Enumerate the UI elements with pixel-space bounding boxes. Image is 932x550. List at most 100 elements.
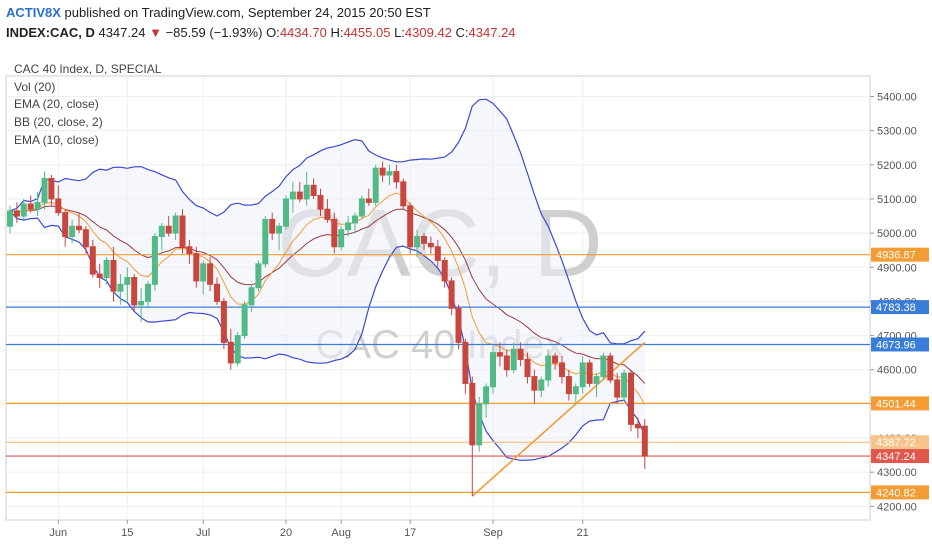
ohlc-low: L:4309.42: [394, 25, 452, 40]
candle-body: [41, 177, 48, 203]
ohlc-close: C:4347.24: [456, 25, 516, 40]
down-arrow-icon: ▼: [149, 25, 162, 40]
price-tags: 4936.87 4783.38 4673.96 4501.44 4387.72 4347.…: [871, 247, 929, 500]
candle-body: [13, 210, 20, 217]
candle-body: [393, 171, 400, 183]
ohlc-key: O:: [266, 25, 280, 40]
author-link[interactable]: ACTIV8X: [6, 5, 61, 20]
candle-body: [117, 283, 124, 292]
ohlc-key: C:: [455, 25, 469, 40]
trend-lines: [471, 341, 646, 497]
candle-body: [82, 229, 89, 248]
candle-body: [365, 198, 372, 203]
candle-body: [552, 355, 559, 364]
price-chart[interactable]: CAC, D CAC 40 Index CAC 40 Index, D, SPE…: [0, 46, 932, 550]
quote-line: INDEX:CAC, D 4347.24 ▼ −85.59 (−1.93%) O…: [6, 25, 516, 40]
price-tag: [871, 449, 929, 464]
candle-body: [614, 379, 621, 398]
candle-body: [69, 225, 76, 238]
bb-fill: [10, 99, 645, 461]
price-tag: [871, 247, 929, 262]
indicator-lines: [9, 98, 646, 461]
candle-body: [545, 355, 552, 381]
candle-body: [434, 246, 441, 261]
bb-lower-line: [9, 210, 646, 461]
candle-body: [621, 372, 628, 398]
price-tag: [871, 337, 929, 352]
x-tick-label: Jun: [49, 527, 67, 539]
candle-body: [517, 348, 524, 360]
candle-body: [179, 215, 186, 248]
price-tag-label: 4347.24: [876, 451, 916, 463]
candle-body: [89, 246, 96, 275]
price-tag-label: 4673.96: [876, 339, 916, 351]
candle-body: [427, 242, 434, 248]
chart-header: ACTIV8X published on TradingView.com, Se…: [0, 0, 932, 46]
y-tick-label: 4900.00: [877, 262, 917, 274]
candle-body: [462, 341, 469, 384]
candle-body: [324, 208, 331, 220]
candle-body: [455, 307, 462, 343]
y-tick-label: 4200.00: [877, 501, 917, 513]
price-change: −85.59 (−1.93%): [165, 25, 263, 40]
legend-indicator: BB (20, close, 2): [14, 115, 103, 129]
y-tick-label: 5000.00: [877, 228, 917, 240]
candle-body: [158, 225, 165, 238]
candle-body: [400, 181, 407, 207]
candle-body: [483, 386, 490, 405]
candle-body: [276, 225, 283, 234]
candle-body: [352, 215, 358, 224]
symbol-label: INDEX:CAC, D: [6, 25, 95, 40]
candle-body: [372, 167, 379, 203]
candle-body: [345, 222, 352, 231]
candle-body: [110, 259, 117, 292]
ohlc-value: 4455.05: [343, 25, 391, 40]
y-tick-label: 5100.00: [877, 194, 917, 206]
candle-body: [600, 355, 607, 378]
candle-body: [441, 259, 448, 282]
time-axis[interactable]: Jun 15 Jul 20 Aug 17 Sep 21: [49, 520, 589, 539]
y-tick-label: 5400.00: [877, 91, 917, 103]
candle-body: [358, 198, 365, 217]
candle-body: [331, 218, 338, 248]
candle-body: [145, 283, 151, 302]
ohlc-open: O:4434.70: [266, 25, 327, 40]
candle-body: [496, 352, 503, 357]
candle-body: [338, 229, 345, 248]
candle-body: [193, 253, 200, 282]
candle-body: [27, 203, 34, 210]
published-text: published on TradingView.com, September …: [64, 5, 431, 20]
candle-body: [269, 218, 276, 234]
candle-body: [628, 372, 634, 425]
candle-body: [48, 177, 55, 200]
ohlc-value: 4309.42: [404, 25, 452, 40]
candle-body: [379, 167, 386, 176]
candle-body: [248, 287, 255, 306]
candle-body: [634, 423, 641, 429]
x-tick-label: 17: [404, 527, 416, 539]
x-tick-label: 20: [280, 527, 292, 539]
candle-body: [469, 382, 476, 446]
candle-body: [55, 198, 62, 214]
price-tag-label: 4936.87: [876, 250, 916, 262]
candle-body: [476, 403, 483, 446]
price-tag-label: 4240.82: [876, 487, 916, 499]
candle-body: [607, 355, 614, 381]
candle-body: [124, 277, 131, 285]
ohlc-key: L:: [394, 25, 405, 40]
ohlc-value: 4434.70: [279, 25, 327, 40]
candle-body: [289, 191, 296, 200]
y-tick-label: 5300.00: [877, 126, 917, 138]
legend-indicator: EMA (20, close): [14, 97, 99, 111]
price-tag-label: 4783.38: [876, 302, 916, 314]
candle-body: [317, 195, 324, 210]
candle-body: [310, 184, 317, 197]
price-tag: [871, 435, 929, 450]
x-tick-label: 15: [121, 527, 133, 539]
candle-body: [207, 263, 214, 285]
candle-body: [227, 341, 234, 364]
candle-body: [131, 277, 138, 306]
last-price: 4347.24: [98, 25, 146, 40]
candle-body: [220, 300, 227, 343]
candle-body: [296, 191, 303, 200]
